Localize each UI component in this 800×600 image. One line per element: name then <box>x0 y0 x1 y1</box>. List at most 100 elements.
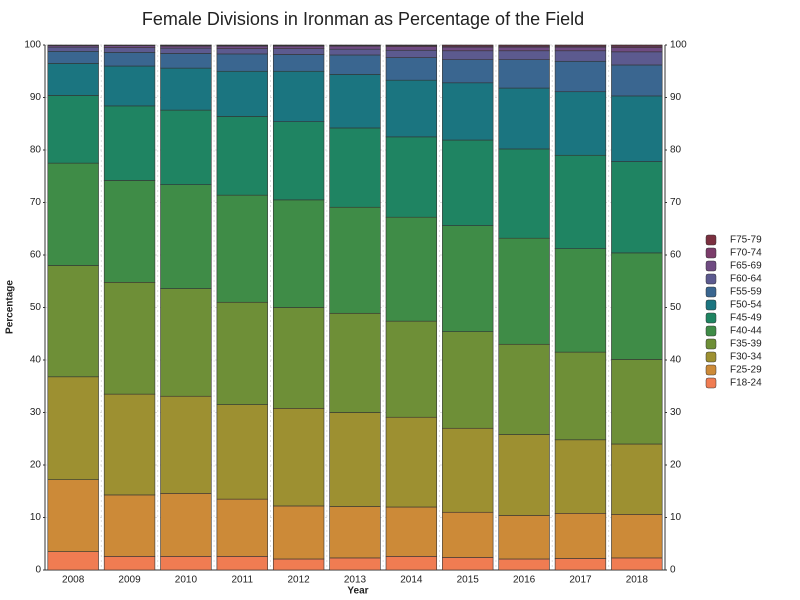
bar-segment <box>498 434 550 516</box>
y-tick-label: 40 <box>30 355 42 366</box>
y-tick-label: 20 <box>30 460 42 471</box>
legend-swatch <box>705 364 717 376</box>
bar-segment <box>554 351 607 441</box>
y-axis-title: Percentage <box>5 280 16 334</box>
y-tick-label: 60 <box>30 250 42 261</box>
bar-segment <box>272 199 325 308</box>
bar-segment <box>554 91 607 156</box>
bar-segment <box>611 64 663 97</box>
bar-segment <box>103 393 156 496</box>
bar-segment <box>47 376 99 480</box>
bar-segment <box>329 557 381 571</box>
bar-segment <box>160 184 212 289</box>
bar-segment <box>103 47 156 53</box>
y-tick-label: 70 <box>30 197 42 208</box>
bar-segment <box>554 558 607 571</box>
x-tick-label: 2011 <box>232 575 254 586</box>
bar-segment <box>554 60 607 93</box>
bar-segment <box>385 556 438 571</box>
bar-segment <box>611 443 663 515</box>
x-tick-label: 2016 <box>513 575 536 586</box>
bar-segment <box>160 45 212 49</box>
bar-segment <box>442 331 494 429</box>
bar-segment <box>47 46 99 52</box>
bar-segment <box>103 65 156 107</box>
bar-segment <box>329 44 381 46</box>
bar-segment <box>272 48 325 55</box>
y-tick-label: 90 <box>30 92 42 103</box>
bar-segment <box>385 136 438 218</box>
bar-segment <box>329 412 381 507</box>
bar-segment <box>160 47 212 54</box>
legend-swatch <box>705 234 717 246</box>
bar-segment <box>442 46 494 52</box>
x-tick-label: 2017 <box>569 575 592 586</box>
legend-label: F60-64 <box>730 274 762 285</box>
bar-segment <box>272 558 325 571</box>
bar-segment <box>103 52 156 67</box>
legend-label: F75-79 <box>730 235 762 246</box>
y2-tick-label: 90 <box>670 92 682 103</box>
x-axis-title: Year <box>347 586 368 597</box>
bar-segment <box>160 395 212 494</box>
bar-segment <box>385 44 438 46</box>
bar-segment <box>498 343 550 435</box>
bar-segment <box>216 301 268 405</box>
bar-segment <box>47 44 99 46</box>
bar-segment <box>611 44 663 47</box>
bar-segment <box>216 404 268 500</box>
bar-segment <box>47 63 99 96</box>
bar-segment <box>442 557 494 571</box>
bar-segment <box>554 248 607 353</box>
bar-segment <box>611 359 663 445</box>
y2-tick-label: 100 <box>670 40 687 51</box>
bar-segment <box>47 95 99 164</box>
bar-segment <box>498 44 550 47</box>
bar-segment <box>329 312 381 413</box>
bar-segment <box>498 87 550 150</box>
bar-segment <box>498 50 550 61</box>
legend-swatch <box>705 299 717 311</box>
bar-segment <box>216 70 268 117</box>
bar-segment <box>442 82 494 141</box>
bar-segment <box>329 506 381 559</box>
bar-segment <box>103 44 156 46</box>
bar-segment <box>498 148 550 239</box>
bar-segment <box>216 556 268 571</box>
bar-segment <box>216 116 268 196</box>
y-tick-label: 10 <box>30 512 42 523</box>
bar-segment <box>272 505 325 560</box>
bar-segment <box>498 46 550 52</box>
bar-segment <box>103 105 156 181</box>
bar-segment <box>442 139 494 226</box>
bar-segment <box>554 50 607 62</box>
x-tick-label: 2015 <box>457 575 480 586</box>
bar-segment <box>554 46 607 52</box>
x-tick-label: 2010 <box>175 575 198 586</box>
bar-segment <box>160 53 212 69</box>
bar-segment <box>611 47 663 53</box>
bar-segment <box>442 50 494 61</box>
chart-title: Female Divisions in Ironman as Percentag… <box>142 9 584 29</box>
bar-segment <box>216 45 268 49</box>
bar-segment <box>160 67 212 111</box>
x-tick-label: 2014 <box>400 575 423 586</box>
legend-label: F55-59 <box>730 287 762 298</box>
bar-segment <box>47 479 99 552</box>
x-tick-label: 2018 <box>626 575 649 586</box>
bar-segment <box>329 74 381 129</box>
y2-tick-label: 80 <box>670 145 682 156</box>
y2-tick-label: 60 <box>670 250 682 261</box>
bar-segment <box>442 59 494 84</box>
bar-segment <box>442 225 494 332</box>
bar-segment <box>47 551 99 571</box>
legend-swatch <box>705 325 717 337</box>
legend-swatch <box>705 273 717 285</box>
bar-segment <box>611 51 663 66</box>
bar-segment <box>103 281 156 395</box>
legend-swatch <box>705 312 717 324</box>
bar-segment <box>329 127 381 208</box>
bar-segment <box>442 511 494 558</box>
bar-segment <box>272 44 325 46</box>
